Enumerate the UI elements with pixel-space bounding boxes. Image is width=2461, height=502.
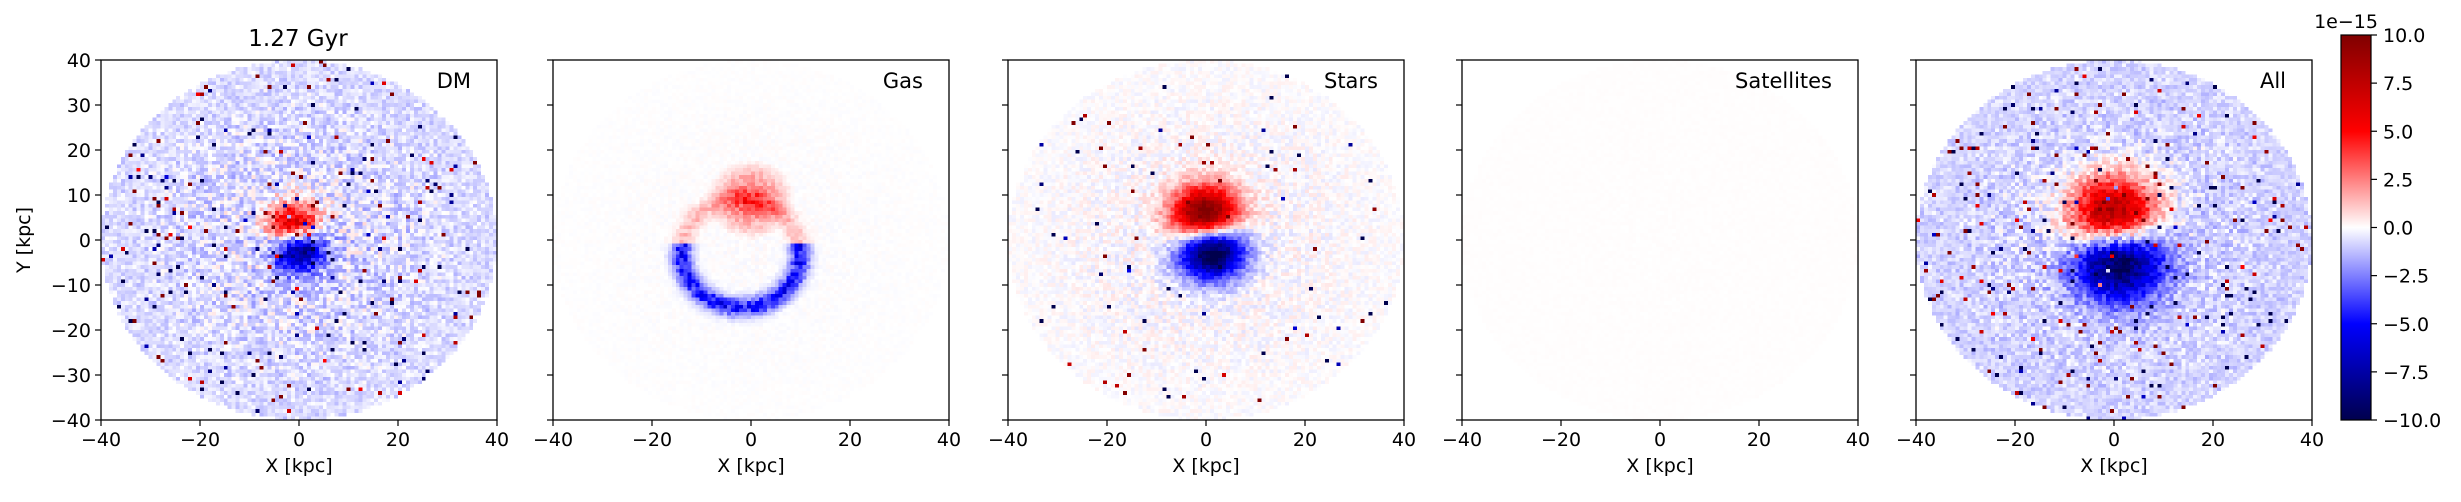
colorbar-tick-label: −2.5 — [2383, 266, 2429, 288]
x-tick-label: −40 — [81, 429, 121, 451]
x-tick-label: 0 — [745, 429, 757, 451]
figure-title: 1.27 Gyr — [248, 26, 348, 52]
panel-label: DM — [437, 69, 471, 93]
colorbar-tick-label: 0.0 — [2383, 218, 2413, 240]
x-tick-label: −40 — [1896, 429, 1936, 451]
y-tick-label: 30 — [67, 95, 91, 117]
colorbar-tick-label: −10.0 — [2383, 410, 2441, 432]
x-tick-label: −40 — [1442, 429, 1482, 451]
heatmap-dm — [101, 60, 497, 420]
x-tick-label: −20 — [1541, 429, 1581, 451]
x-tick-label: −20 — [1087, 429, 1127, 451]
panel-label: Satellites — [1735, 69, 1832, 93]
panel-satellites: −40 −20 0 20 40 X [kpc] Satellites — [1442, 59, 1870, 477]
colorbar-scale-label: 1e−15 — [2314, 11, 2378, 33]
x-tick-label: 20 — [386, 429, 410, 451]
x-tick-label: 0 — [2108, 429, 2120, 451]
panels: −40 −20 0 20 40 X [kpc] 40 30 20 10 0 −10 −20 −30 −40 Y… — [13, 50, 2324, 477]
y-tick-label: 20 — [67, 140, 91, 162]
x-axis-label: X [kpc] — [2080, 455, 2147, 477]
x-tick-label: −20 — [632, 429, 672, 451]
x-axis-label: X [kpc] — [1172, 455, 1239, 477]
panel-label: Gas — [883, 69, 923, 93]
x-tick-label: 0 — [293, 429, 305, 451]
heatmap-stars — [1008, 60, 1404, 420]
x-tick-label: 40 — [1392, 429, 1416, 451]
colorbar-tick-label: 10.0 — [2383, 25, 2425, 47]
x-axis-label: X [kpc] — [1626, 455, 1693, 477]
y-tick-label: 40 — [67, 50, 91, 72]
heatmap-gas — [553, 60, 949, 420]
x-tick-label: 0 — [1200, 429, 1212, 451]
x-tick-label: −40 — [988, 429, 1028, 451]
panel-gas: −40 −20 0 20 40 X [kpc] Gas — [533, 59, 961, 477]
x-tick-label: 20 — [838, 429, 862, 451]
colorbar: 10.0 7.5 5.0 2.5 0.0 −2.5 −5.0 −7.5 −10.0 1e−15 — [2314, 11, 2441, 432]
colorbar-gradient — [2340, 34, 2372, 421]
x-tick-label: −40 — [533, 429, 573, 451]
panel-label: All — [2260, 69, 2286, 93]
x-tick-label: 20 — [1293, 429, 1317, 451]
x-tick-label: 40 — [1846, 429, 1870, 451]
x-axis-label: X [kpc] — [265, 455, 332, 477]
heatmap-satellites — [1462, 60, 1858, 420]
x-tick-label: 40 — [485, 429, 509, 451]
x-tick-label: 0 — [1654, 429, 1666, 451]
x-tick-label: 20 — [2201, 429, 2225, 451]
y-axis-label: Y [kpc] — [13, 207, 35, 274]
y-tick-label: −40 — [51, 410, 91, 432]
y-tick-label: 10 — [67, 185, 91, 207]
colorbar-tick-label: −7.5 — [2383, 362, 2429, 384]
x-tick-label: −20 — [180, 429, 220, 451]
colorbar-tick-label: −5.0 — [2383, 314, 2429, 336]
colorbar-tick-label: 2.5 — [2383, 169, 2413, 191]
x-tick-label: 40 — [937, 429, 961, 451]
y-tick-label: −10 — [51, 275, 91, 297]
colorbar-tick-label: 5.0 — [2383, 121, 2413, 143]
x-tick-label: 20 — [1747, 429, 1771, 451]
colorbar-tick-label: 7.5 — [2383, 73, 2413, 95]
panel-all: −40 −20 0 20 40 X [kpc] All — [1896, 59, 2324, 477]
panel-dm: −40 −20 0 20 40 X [kpc] 40 30 20 10 0 −10 −20 −30 −40 Y… — [13, 50, 509, 477]
x-tick-label: 40 — [2300, 429, 2324, 451]
y-tick-label: −30 — [51, 365, 91, 387]
heatmap-all — [1916, 60, 2312, 420]
y-tick-label: 0 — [79, 230, 91, 252]
x-axis-label: X [kpc] — [717, 455, 784, 477]
y-tick-label: −20 — [51, 320, 91, 342]
x-tick-label: −20 — [1995, 429, 2035, 451]
panel-label: Stars — [1324, 69, 1378, 93]
panel-stars: −40 −20 0 20 40 X [kpc] Stars — [988, 59, 1416, 477]
